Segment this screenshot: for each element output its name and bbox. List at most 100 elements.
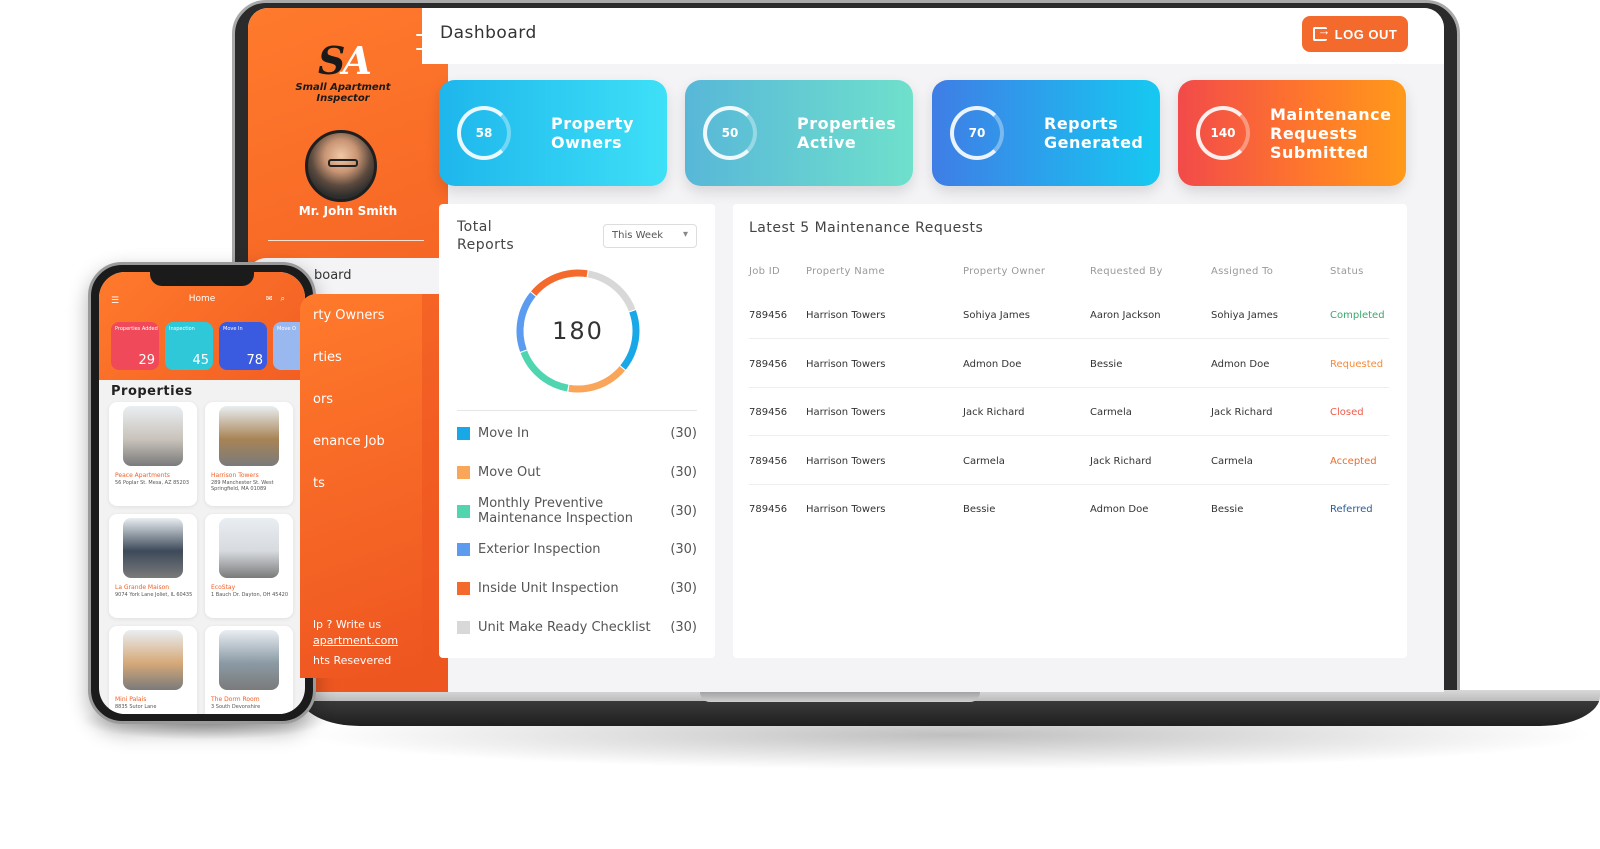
donut-segment-exterior-inspection [516, 292, 536, 352]
table-cell-requested-by: Admon Doe [1090, 504, 1149, 515]
stat-ring: 70 [950, 106, 1004, 160]
row-divider [749, 435, 1389, 436]
column-header-status[interactable]: Status [1330, 266, 1364, 277]
table-cell-property: Harrison Towers [806, 504, 886, 515]
donut-segment-inside-unit-inspection [531, 269, 588, 296]
tile-label: Move O [277, 326, 296, 332]
sidebar-divider [268, 240, 424, 241]
property-name: EcoStay [211, 584, 236, 591]
tile-label: Move In [223, 326, 243, 332]
legend-item: Inside Unit Inspection (30) [457, 581, 697, 596]
status-badge: Accepted [1330, 455, 1377, 467]
reports-donut-chart [516, 269, 640, 393]
table-cell-property: Harrison Towers [806, 310, 886, 321]
legend-label: Exterior Inspection [478, 542, 601, 557]
stat-ring: 140 [1196, 106, 1250, 160]
phone-stat-tile[interactable]: Properties Added 29 [111, 322, 159, 370]
logout-button[interactable]: LOG OUT [1302, 16, 1408, 52]
column-header-property-owner[interactable]: Property Owner [963, 266, 1046, 277]
phone-stat-tile[interactable]: Move O [273, 322, 305, 370]
avatar[interactable] [305, 130, 377, 202]
property-card[interactable]: Harrison Towers 289 Manchester St. West … [205, 402, 293, 506]
maintenance-title: Latest 5 Maintenance Requests [749, 220, 984, 236]
status-badge: Requested [1330, 358, 1384, 370]
property-address: 1 Bauch Dr. Dayton, OH 45420 [211, 592, 288, 598]
property-card[interactable]: Mini Palais 8835 Sutor Lane [109, 626, 197, 714]
property-address: 289 Manchester St. West Springfield, MA … [211, 480, 274, 492]
phone-screen: ☰ Home ✉⌕ Properties Added 29 Inspection … [99, 272, 305, 714]
legend-item: Unit Make Ready Checklist (30) [457, 620, 697, 635]
column-header-job-id[interactable]: Job ID [749, 266, 781, 277]
page-title: Dashboard [440, 23, 537, 43]
laptop-screen: SA Small Apartment Inspector Mr. John Sm… [248, 8, 1444, 692]
table-cell-job-id: 789456 [749, 455, 788, 467]
donut-segment-monthly-preventive-maintenance-inspection [520, 350, 569, 392]
property-card[interactable]: Peace Apartments 56 Poplar St. Mesa, AZ … [109, 402, 197, 506]
property-image [123, 406, 183, 466]
property-address: 56 Poplar St. Mesa, AZ 85203 [115, 480, 190, 486]
table-cell-requested-by: Aaron Jackson [1090, 310, 1161, 321]
table-cell-owner: Jack Richard [963, 407, 1025, 418]
stat-card-maintenance-requests[interactable]: 140 Maintenance Requests Submitted [1178, 80, 1406, 186]
contact-email-link[interactable]: apartment.com [313, 634, 399, 647]
sidebar-item-maintenance-job[interactable]: enance Job [313, 434, 385, 449]
total-reports-panel: Total Reports This Week 180 Move In (30)… [439, 204, 715, 658]
property-name: La Grande Maison [115, 584, 170, 591]
table-cell-assigned-to: Carmela [1211, 455, 1253, 467]
stat-label: Property Owners [551, 114, 634, 152]
phone-stat-tile[interactable]: Move In 78 [219, 322, 267, 370]
phone-header: ☰ Home ✉⌕ Properties Added 29 Inspection … [99, 272, 305, 380]
legend-count: (30) [670, 542, 697, 557]
legend-swatch [457, 543, 470, 556]
property-card[interactable]: The Dorm Room 3 South Devonshire [205, 626, 293, 714]
stat-label: Reports Generated [1044, 114, 1144, 152]
legend-item: Move Out (30) [457, 465, 697, 480]
donut-segment-move-in [620, 310, 640, 370]
table-cell-job-id: 789456 [749, 407, 788, 418]
status-badge: Completed [1330, 310, 1385, 321]
table-cell-assigned-to: Bessie [1211, 504, 1244, 515]
row-divider [749, 386, 1389, 388]
stat-label: Properties Active [797, 114, 897, 152]
sidebar-item-inspectors[interactable]: ors [313, 392, 334, 407]
table-cell-requested-by: Carmela [1090, 407, 1132, 418]
property-card[interactable]: EcoStay 1 Bauch Dr. Dayton, OH 45420 [205, 514, 293, 618]
period-select[interactable]: This Week [603, 224, 697, 248]
table-cell-property: Harrison Towers [806, 455, 886, 467]
legend-item: Monthly Preventive Maintenance Inspectio… [457, 496, 697, 526]
tile-value: 29 [138, 353, 155, 368]
stat-card-properties-active[interactable]: 50 Properties Active [685, 80, 913, 186]
stat-card-property-owners[interactable]: 58 Property Owners [439, 80, 667, 186]
table-cell-assigned-to: Admon Doe [1211, 358, 1270, 370]
property-name: The Dorm Room [211, 696, 260, 703]
table-cell-owner: Admon Doe [963, 358, 1022, 370]
legend-count: (30) [670, 620, 697, 635]
legend-swatch [457, 427, 470, 440]
sidebar-item-property-owners[interactable]: rty Owners [313, 308, 385, 323]
reports-title: Total Reports [457, 219, 515, 253]
legend-swatch [457, 466, 470, 479]
column-header-requested-by[interactable]: Requested By [1090, 266, 1163, 277]
donut-segment-move-out [568, 366, 625, 393]
phone-stat-tile[interactable]: Inspection 45 [165, 322, 213, 370]
mail-icon[interactable]: ✉ [265, 294, 281, 303]
legend-swatch [457, 621, 470, 634]
table-cell-job-id: 789456 [749, 310, 788, 321]
table-cell-job-id: 789456 [749, 504, 788, 515]
sidebar-item-reports[interactable]: ts [313, 476, 325, 491]
property-image [219, 630, 279, 690]
help-text: lp ? Write us [313, 618, 382, 631]
column-header-assigned-to[interactable]: Assigned To [1211, 266, 1274, 277]
sidebar-item-properties[interactable]: rties [313, 350, 342, 365]
app-logo[interactable]: SA Small Apartment Inspector [278, 38, 408, 108]
legend-label: Move Out [478, 465, 541, 480]
sidebar-item-dashboard[interactable]: board [314, 268, 352, 283]
laptop-notch [700, 690, 980, 702]
column-header-property-name[interactable]: Property Name [806, 266, 885, 277]
search-icon[interactable]: ⌕ [280, 294, 293, 303]
property-name: Mini Palais [115, 696, 147, 703]
property-card[interactable]: La Grande Maison 9074 York Lane Joliet, … [109, 514, 197, 618]
stat-ring: 58 [457, 106, 511, 160]
phone-menu-icon[interactable]: ☰ [111, 296, 120, 306]
stat-card-reports-generated[interactable]: 70 Reports Generated [932, 80, 1160, 186]
